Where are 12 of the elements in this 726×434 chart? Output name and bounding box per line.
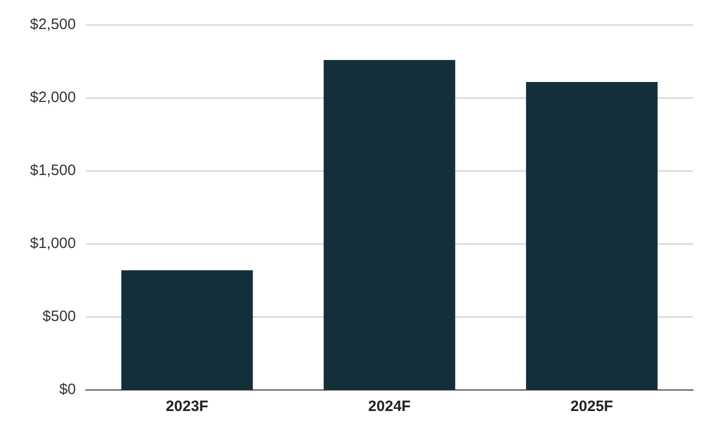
bar xyxy=(526,82,658,390)
x-tick-label: 2025F xyxy=(570,398,614,416)
x-tick-label: 2024F xyxy=(368,398,411,416)
x-tick-label: 2023F xyxy=(166,398,208,416)
y-tick-label: $500 xyxy=(42,308,76,326)
y-tick-label: $0 xyxy=(59,381,76,398)
bar xyxy=(324,60,456,390)
y-tick-label: $1,000 xyxy=(30,235,76,252)
bar xyxy=(121,270,253,390)
y-tick-label: $2,000 xyxy=(30,89,76,106)
y-tick-label: $1,500 xyxy=(30,162,76,180)
y-tick-label: $2,500 xyxy=(30,16,76,34)
